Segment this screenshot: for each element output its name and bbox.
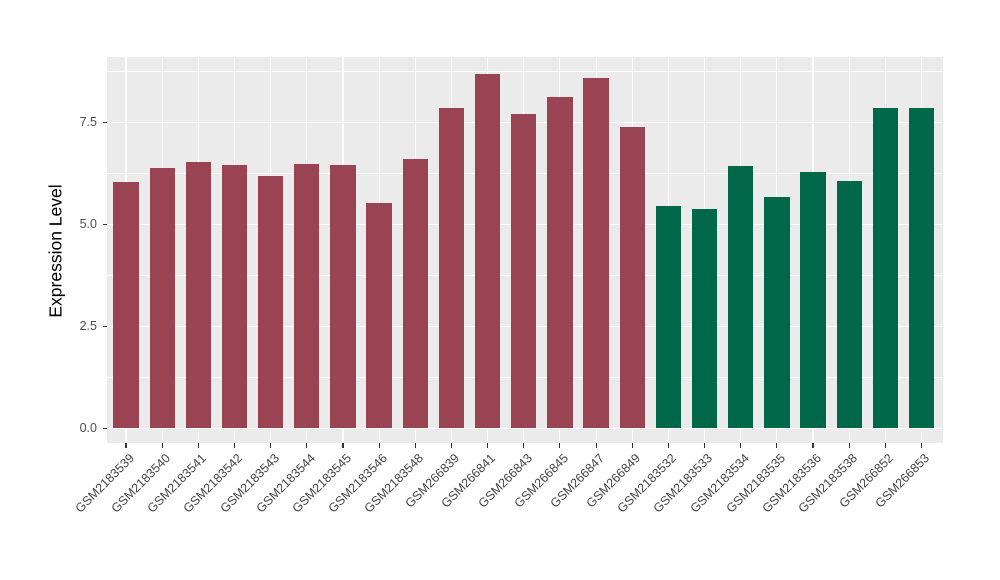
y-axis-tick <box>102 223 107 225</box>
y-tick-label: 2.5 <box>79 318 97 333</box>
x-axis-tick <box>704 443 706 448</box>
bar <box>583 77 609 429</box>
bar <box>655 205 682 429</box>
x-axis-tick <box>125 443 127 448</box>
x-axis-tick <box>342 443 344 448</box>
x-axis-tick <box>450 443 452 448</box>
x-axis-tick <box>306 443 308 448</box>
bar <box>438 108 465 429</box>
bar <box>185 161 211 429</box>
x-axis-tick <box>487 443 489 448</box>
bar <box>764 196 790 429</box>
x-axis-tick <box>631 443 633 448</box>
bar <box>402 159 428 429</box>
x-axis-tick <box>920 443 923 448</box>
y-tick-label: 5.0 <box>79 216 97 231</box>
bar <box>257 176 284 429</box>
x-axis-tick <box>197 443 199 448</box>
bar <box>221 164 248 429</box>
bar <box>330 165 356 429</box>
x-axis-tick <box>812 443 814 448</box>
bar <box>836 180 862 429</box>
bar <box>800 172 826 429</box>
minor-gridline <box>107 71 943 72</box>
x-axis-tick <box>523 443 525 448</box>
x-axis-tick <box>740 443 742 448</box>
major-gridline <box>107 427 943 429</box>
bar <box>113 182 139 429</box>
plot-panel <box>107 57 943 443</box>
y-tick-label: 7.5 <box>79 114 97 129</box>
x-axis-tick <box>270 443 272 448</box>
bar <box>366 203 392 429</box>
bar <box>872 108 898 429</box>
x-axis-tick <box>414 443 416 448</box>
x-axis-tick <box>559 443 561 448</box>
x-axis-tick <box>378 443 380 448</box>
x-axis-tick <box>776 443 778 448</box>
y-axis-tick <box>102 325 107 327</box>
bar <box>294 164 320 429</box>
y-axis-tick <box>102 427 107 429</box>
y-tick-label: 0.0 <box>79 420 97 435</box>
x-axis-tick <box>884 443 886 448</box>
bar <box>511 114 537 429</box>
bar <box>474 74 501 429</box>
bar <box>547 96 573 429</box>
bar <box>619 127 645 429</box>
x-axis-tick <box>161 443 163 448</box>
bar <box>149 168 175 429</box>
y-axis-tick <box>102 121 107 123</box>
bar <box>908 108 935 429</box>
bar <box>691 208 718 429</box>
y-axis-title: Expression Level <box>45 184 66 318</box>
bar <box>728 166 754 429</box>
x-axis-tick <box>595 443 597 448</box>
x-axis-tick <box>233 443 236 448</box>
x-axis-tick <box>848 443 850 448</box>
x-axis-tick <box>667 443 669 448</box>
